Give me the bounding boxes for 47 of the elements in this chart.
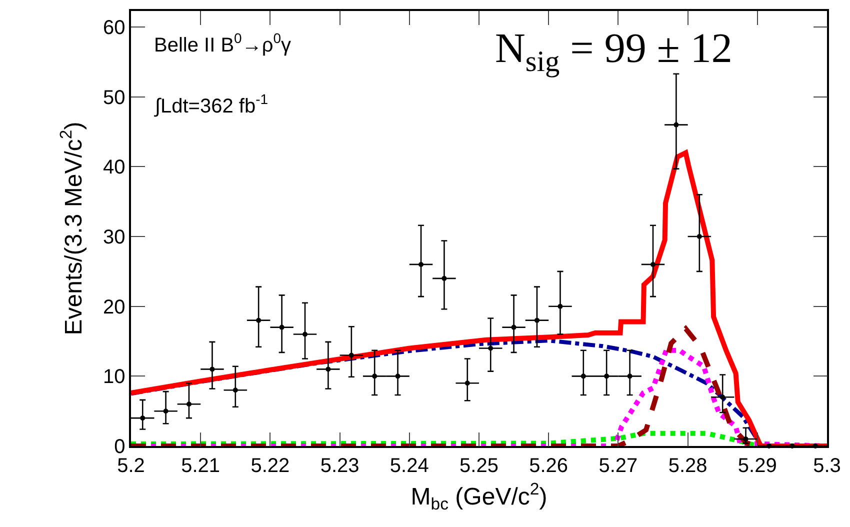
x-tick-label: 5.27 [598, 454, 638, 477]
x-tick-label: 5.23 [320, 454, 360, 477]
point [418, 262, 424, 267]
point [163, 408, 168, 414]
x-tick-label: 5.28 [668, 454, 708, 477]
point [674, 122, 679, 128]
point [743, 436, 748, 442]
point [488, 346, 494, 351]
x-tick-label: 5.3 [813, 454, 841, 477]
point [186, 402, 192, 407]
x-tick-label: 5.29 [738, 454, 777, 477]
y-tick-label: 60 [103, 17, 126, 40]
annotation: N$_{sig}$ = 99 ± 12 [495, 26, 732, 78]
y-tick-label: 50 [103, 86, 126, 109]
annotation: Belle II B$^{0}$→ρ$^{0}$γ [154, 30, 292, 56]
point [464, 380, 470, 386]
point [558, 304, 563, 309]
x-tick-label: 5.26 [529, 454, 568, 477]
point [256, 318, 262, 323]
point [302, 332, 308, 337]
point [580, 374, 586, 379]
point [442, 276, 447, 281]
point [372, 374, 378, 379]
point [140, 416, 146, 421]
point [696, 234, 702, 240]
point [511, 324, 516, 330]
x-tick-label: 5.22 [250, 454, 290, 477]
y-tick-label: 40 [103, 156, 126, 179]
point [348, 352, 354, 358]
y-tick-label: 10 [103, 366, 126, 388]
point [279, 324, 284, 330]
y-tick-label: 30 [103, 226, 126, 249]
point [326, 366, 331, 372]
x-tick-label: 5.25 [460, 454, 498, 477]
annotation: ∫Ldt=362 fb$^{-1}$ [154, 91, 268, 118]
point [627, 374, 632, 379]
point [720, 394, 726, 400]
y-tick-label: 20 [103, 296, 126, 318]
point [650, 262, 656, 267]
x-axis-title: M$_{bc}$ (GeV/c$^{2}$) [410, 479, 548, 514]
x-tick-label: 5.24 [390, 454, 429, 477]
point [232, 388, 238, 393]
point [395, 374, 400, 379]
point [604, 374, 610, 379]
point [534, 318, 540, 323]
x-tick-label: 5.21 [181, 454, 220, 477]
point [210, 366, 215, 372]
